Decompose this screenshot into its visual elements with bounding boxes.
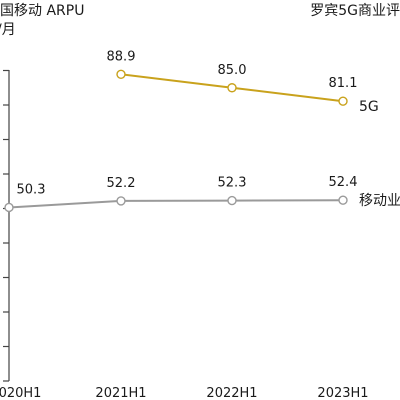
series-name-label: 5G xyxy=(359,99,379,115)
data-label: 85.0 xyxy=(218,63,247,78)
y-axis xyxy=(3,69,10,382)
x-tick-label: 020H1 xyxy=(0,386,41,400)
chart-source: 罗宾5G商业评 xyxy=(310,3,400,19)
chart-title-line-1: 国移动 ARPU xyxy=(0,3,84,19)
chart-title-line-2: /月 xyxy=(0,22,16,38)
data-label: 50.3 xyxy=(17,182,46,197)
data-label: 88.9 xyxy=(107,49,136,64)
data-label: 81.1 xyxy=(329,76,358,91)
data-label: 52.3 xyxy=(218,176,247,191)
x-tick-label: 2023H1 xyxy=(317,386,368,400)
data-point xyxy=(116,196,126,206)
data-point xyxy=(338,195,348,205)
data-point xyxy=(116,69,126,79)
data-label: 52.4 xyxy=(329,175,358,190)
data-point xyxy=(4,202,14,213)
series-line xyxy=(8,199,344,209)
data-point xyxy=(227,83,237,93)
x-tick-label: 2022H1 xyxy=(206,386,257,400)
data-point xyxy=(338,96,348,106)
x-tick-label: 2021H1 xyxy=(95,386,146,400)
data-point xyxy=(227,195,237,206)
data-label: 52.2 xyxy=(107,176,136,191)
series-name-label: 移动业 xyxy=(359,193,400,209)
series-5g: 88.9 85.0 81.15G xyxy=(107,49,379,115)
x-axis-labels: 020H1 2021H1 2022H1 2023H1 xyxy=(0,386,369,400)
